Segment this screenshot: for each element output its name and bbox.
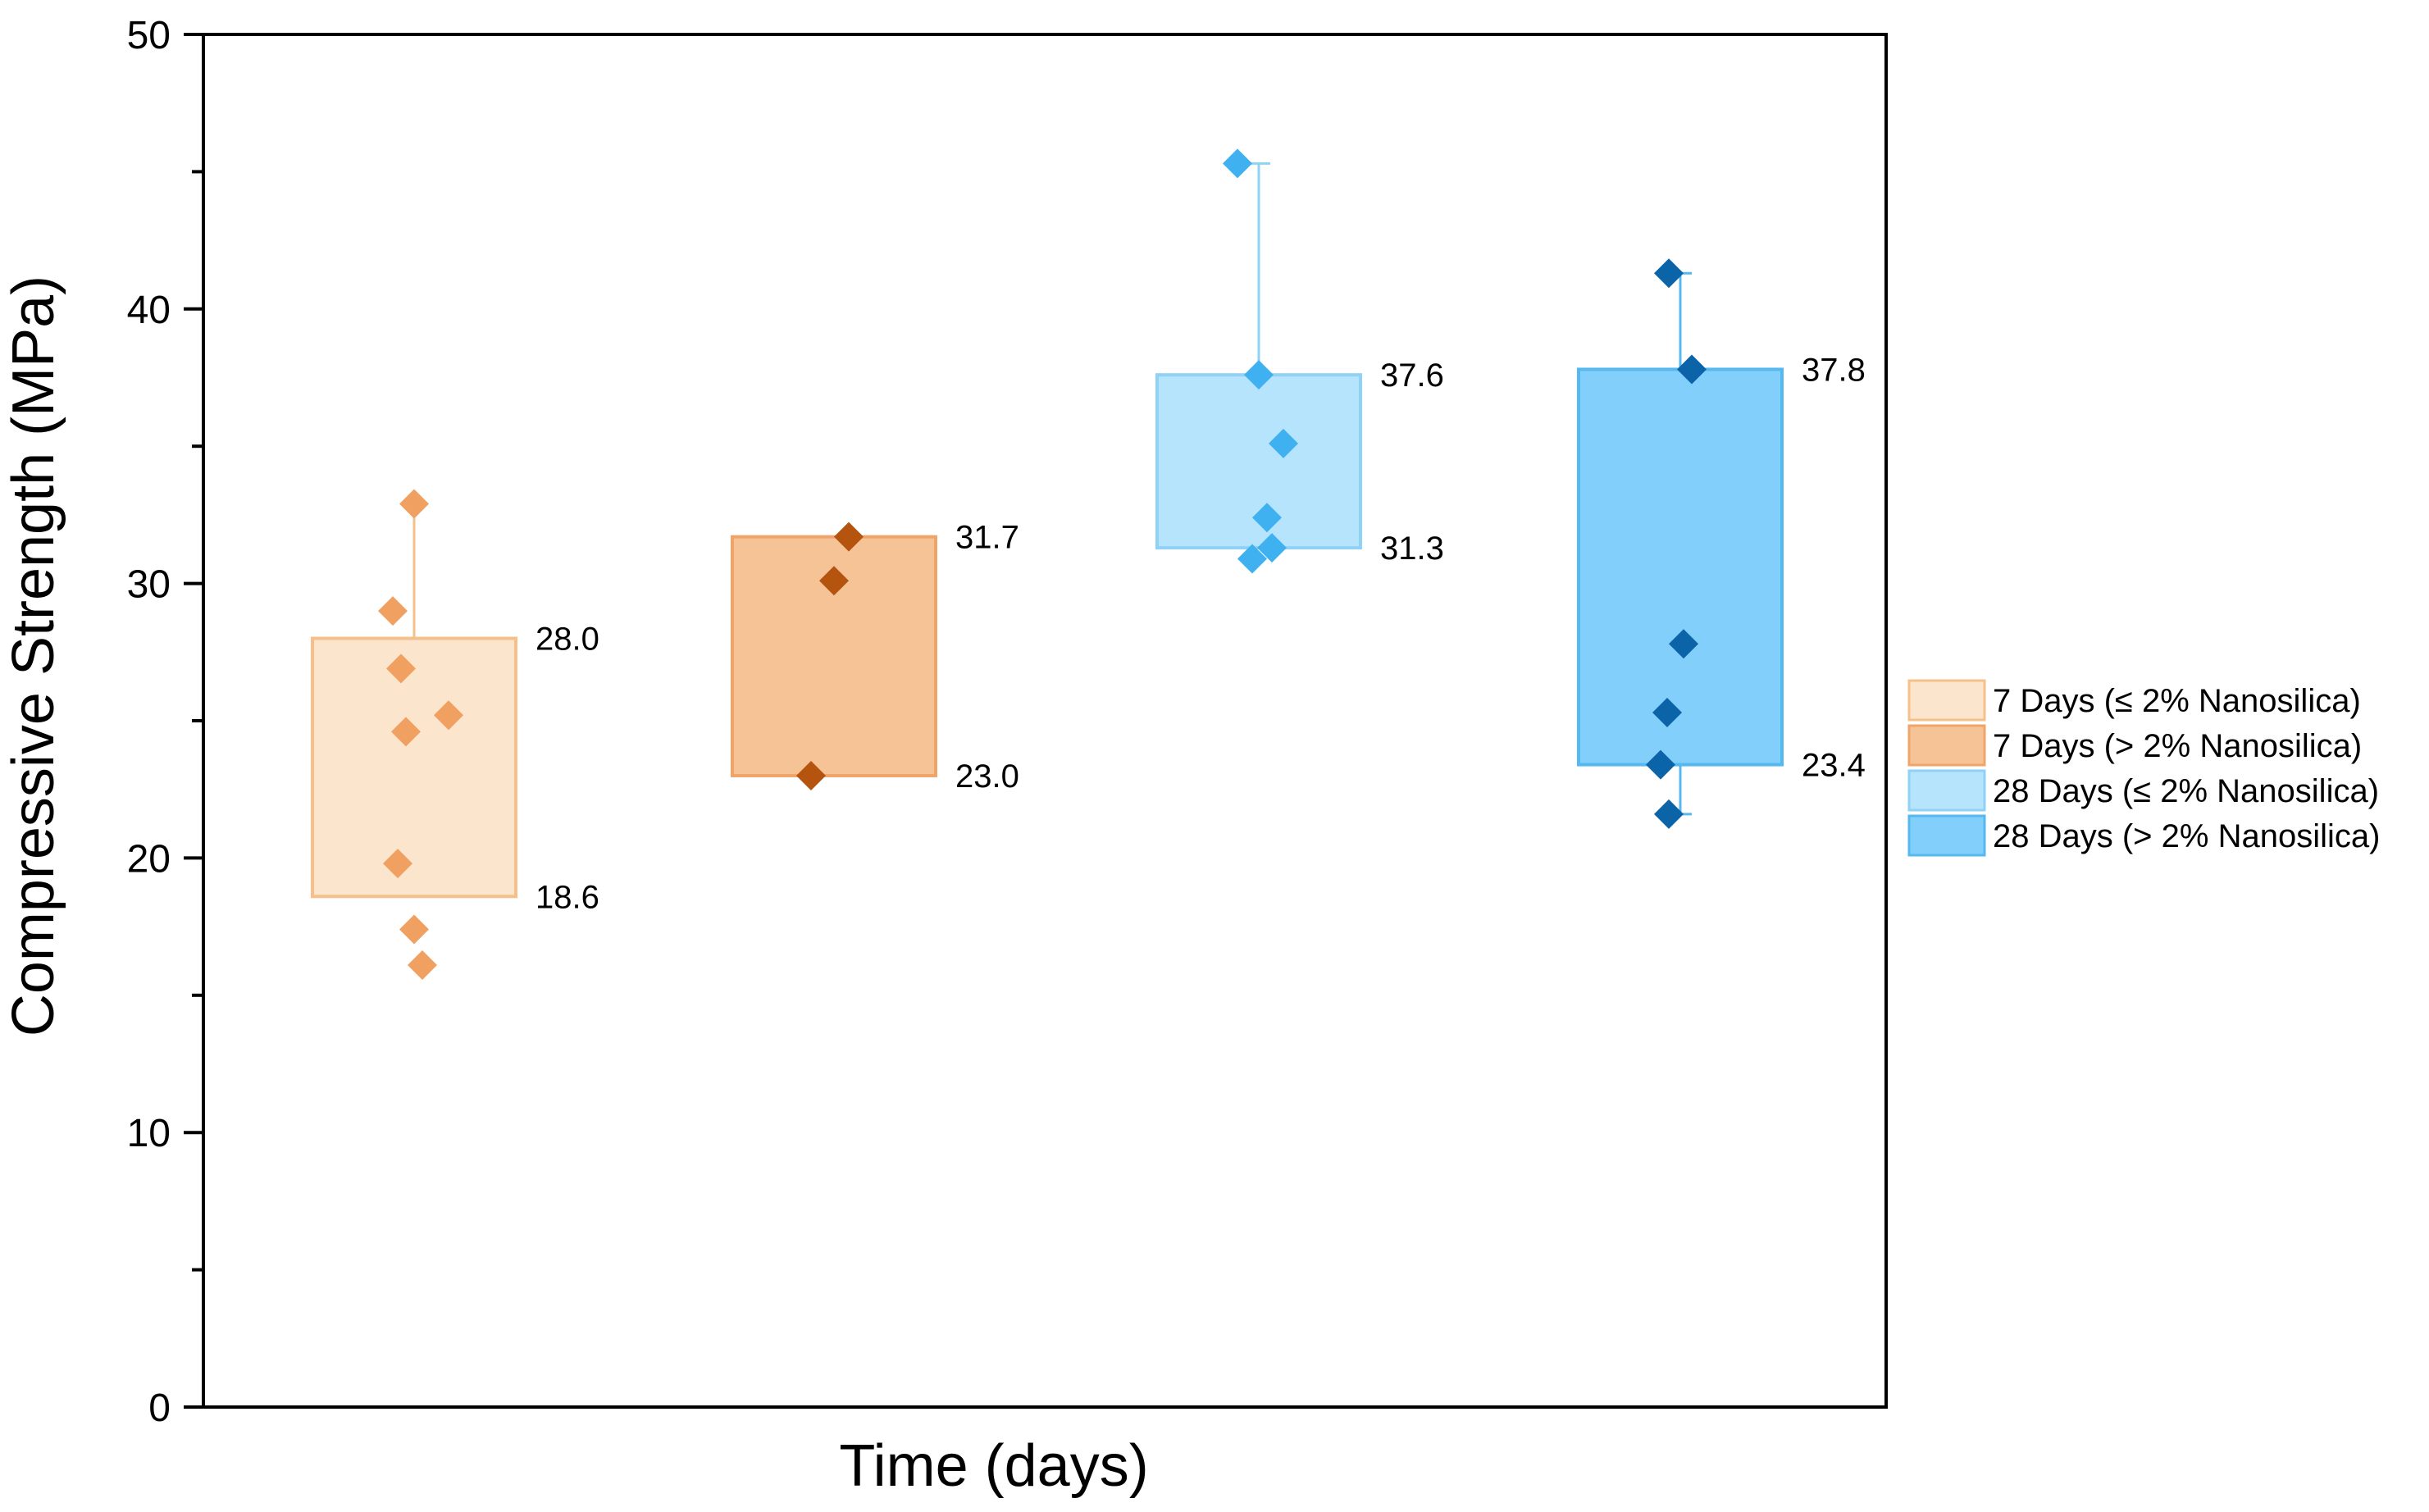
data-point [1244, 360, 1274, 390]
legend-label: 7 Days (≤ 2% Nanosilica) [1993, 683, 2361, 719]
box-group: 37.8 23.4 [1577, 258, 1866, 829]
data-point [1654, 258, 1684, 289]
data-point [386, 654, 416, 684]
data-point [1646, 749, 1675, 780]
box-low-label: 23.0 [955, 758, 1019, 795]
box-low-label: 31.3 [1380, 531, 1444, 567]
data-point [834, 521, 864, 552]
legend-label: 7 Days (> 2% Nanosilica) [1993, 728, 2362, 764]
legend-label: 28 Days (≤ 2% Nanosilica) [1993, 773, 2379, 809]
data-point [434, 700, 463, 731]
box-group: 31.7 23.0 [731, 520, 1019, 795]
y-tick-label: 50 [127, 14, 171, 57]
legend-swatch [1907, 769, 1986, 812]
box-low-label: 23.4 [1802, 748, 1866, 784]
legend-item: 28 Days (≤ 2% Nanosilica) [1907, 769, 2379, 812]
legend: 7 Days (≤ 2% Nanosilica) 7 Days (> 2% Nan… [1907, 679, 2380, 857]
data-point [1269, 428, 1298, 458]
box-high-label: 37.8 [1802, 352, 1866, 388]
legend-swatch [1907, 724, 1986, 767]
data-point [1677, 354, 1707, 385]
box-group: 37.6 31.3 [1155, 148, 1444, 574]
legend-swatch [1907, 679, 1986, 722]
y-axis-title: Compressive Strength (MPa) [1, 276, 66, 1036]
box [1577, 367, 1784, 767]
data-point [1652, 697, 1682, 727]
box-low-label: 18.6 [535, 879, 599, 915]
data-point [796, 760, 826, 790]
data-point [1237, 544, 1267, 574]
data-point [1669, 629, 1698, 659]
y-tick-label: 40 [127, 289, 171, 332]
legend-label: 28 Days (> 2% Nanosilica) [1993, 818, 2380, 854]
data-point [399, 914, 429, 945]
data-point [391, 717, 421, 747]
legend-item: 28 Days (> 2% Nanosilica) [1907, 814, 2380, 857]
box-high-label: 28.0 [535, 622, 599, 658]
legend-item: 7 Days (≤ 2% Nanosilica) [1907, 679, 2361, 722]
plot-area: 28.0 18.6 31.7 23.0 37.6 31.3 37.8 23.4 [202, 33, 1888, 1409]
data-point [1252, 503, 1282, 533]
data-point [1654, 799, 1684, 829]
y-tick-label: 10 [127, 1112, 171, 1155]
legend-item: 7 Days (> 2% Nanosilica) [1907, 724, 2362, 767]
y-tick-label: 0 [148, 1387, 171, 1430]
box-group: 28.0 18.6 [311, 489, 599, 980]
data-point [383, 849, 412, 879]
data-point [408, 950, 437, 980]
data-point [1257, 533, 1287, 563]
box-high-label: 31.7 [955, 520, 1019, 556]
legend-swatch [1907, 814, 1986, 857]
data-point [819, 566, 849, 596]
y-tick-label: 30 [127, 563, 171, 607]
x-axis-title: Time (days) [839, 1433, 1148, 1499]
data-point [378, 596, 408, 626]
y-axis-ticks: 0 10 20 30 40 50 [127, 14, 203, 1430]
y-tick-label: 20 [127, 837, 171, 881]
box-high-label: 37.6 [1380, 358, 1444, 394]
box [311, 636, 517, 899]
data-point [1223, 148, 1252, 179]
data-point [399, 489, 429, 519]
